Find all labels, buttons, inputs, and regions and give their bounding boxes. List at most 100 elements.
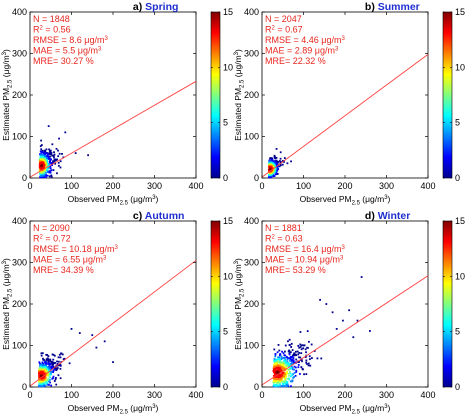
- y-axis-label-sub: 2.5: [240, 288, 246, 297]
- y-axis-label-sub: 2.5: [8, 79, 14, 88]
- x-tick-label: 200: [337, 181, 352, 191]
- scatter-point: [59, 364, 62, 367]
- scatter-point: [281, 159, 284, 162]
- y-tick-label: 0: [254, 173, 259, 183]
- scatter-point: [57, 149, 59, 152]
- scatter-point: [293, 354, 296, 357]
- scatter-point: [282, 368, 284, 371]
- scatter-point: [49, 167, 52, 170]
- y-axis-label-end: ): [1, 258, 11, 261]
- scatter-point: [50, 151, 53, 154]
- regression-line: [29, 260, 197, 387]
- scatter-point: [274, 364, 277, 367]
- y-tick-label: 400: [12, 216, 27, 226]
- scatter-point: [44, 150, 47, 152]
- stat-mae-sup: 3: [103, 256, 107, 262]
- scatter-point: [62, 358, 65, 361]
- scatter-point: [278, 165, 281, 168]
- colorbar-tick-label: 5: [455, 327, 460, 337]
- scatter-point: [282, 373, 285, 376]
- scatter-point: [272, 174, 275, 177]
- scatter-point: [300, 344, 303, 347]
- scatter-point: [48, 379, 51, 381]
- scatter-point: [297, 353, 300, 356]
- scatter-point: [64, 131, 67, 134]
- scatter-point: [53, 368, 56, 371]
- y-axis-label-end: ): [233, 258, 243, 261]
- scatter-point: [58, 152, 61, 155]
- stat-mae: MAE = 5.5 μg/m3: [33, 46, 102, 56]
- scatter-point: [287, 340, 289, 343]
- stat-n: N = 2047: [265, 14, 302, 24]
- scatter-point: [38, 384, 41, 387]
- scatter-point: [288, 350, 291, 353]
- scatter-point: [295, 358, 298, 361]
- y-axis-label-unit: (μg/m: [233, 264, 243, 288]
- scatter-point: [275, 159, 278, 162]
- scatter-point: [285, 372, 287, 375]
- scatter-point: [42, 357, 44, 360]
- scatter-point: [45, 379, 48, 382]
- stat-mae: MAE = 6.55 μg/m3: [33, 255, 107, 265]
- scatter-point: [270, 157, 272, 159]
- y-axis-label-end: ): [233, 49, 243, 52]
- panel-letter: c): [133, 210, 145, 222]
- scatter-point: [275, 170, 278, 173]
- scatter-point: [279, 362, 282, 364]
- scatter-point: [296, 350, 299, 353]
- scatter-point: [49, 151, 52, 154]
- scatter-point: [40, 139, 43, 142]
- scatter-point: [299, 373, 301, 375]
- scatter-point: [43, 380, 46, 383]
- scatter-point: [43, 156, 46, 158]
- scatter-point: [45, 148, 48, 151]
- x-axis-label-unit: (μg/m: [360, 403, 384, 413]
- y-tick-label: 400: [244, 216, 259, 226]
- scatter-point: [47, 125, 50, 128]
- scatter-point: [297, 364, 300, 366]
- scatter-point: [40, 156, 43, 158]
- y-tick-label: 300: [244, 258, 259, 268]
- scatter-point: [281, 373, 284, 376]
- scatter-point: [293, 371, 296, 374]
- scatter-point: [277, 358, 280, 361]
- scatter-point: [44, 160, 47, 163]
- y-tick-label: 200: [12, 299, 27, 309]
- stat-r2-value: = 0.67: [275, 25, 303, 35]
- scatter-point: [335, 328, 338, 330]
- scatter-point: [53, 151, 55, 154]
- scatter-point: [284, 344, 287, 347]
- scatter-point: [276, 173, 279, 175]
- scatter-point: [288, 370, 291, 373]
- x-tick-label: 200: [337, 390, 352, 400]
- scatter-point: [278, 356, 281, 359]
- scatter-point: [284, 354, 287, 357]
- scatter-point: [310, 343, 313, 346]
- panel-name: Spring: [145, 1, 178, 13]
- scatter-point: [42, 364, 44, 367]
- stat-rmse: RMSE = 16.4 μg/m3: [265, 244, 345, 254]
- scatter-point: [286, 358, 289, 361]
- scatter-point: [331, 311, 334, 314]
- scatter-point: [290, 342, 293, 345]
- scatter-point: [50, 371, 52, 374]
- scatter-point: [51, 364, 54, 366]
- scatter-point: [300, 366, 303, 368]
- scatter-point: [276, 381, 279, 384]
- y-axis-label-sup: 3: [234, 51, 240, 55]
- scatter-point: [50, 169, 53, 172]
- panel-letter: d): [365, 210, 378, 222]
- scatter-point: [56, 362, 59, 365]
- x-axis-label-text: Observed PM: [68, 194, 120, 204]
- scatter-point: [46, 154, 49, 157]
- scatter-point: [302, 347, 305, 350]
- scatter-point: [271, 174, 273, 177]
- y-axis-label: Estimated PM2.5 (μg/m3): [1, 49, 14, 141]
- stat-r2-value: = 0.72: [43, 234, 71, 244]
- stat-rmse-text: RMSE = 4.46 μg/m: [265, 35, 341, 45]
- scatter-point: [288, 338, 291, 341]
- y-tick-label: 200: [244, 90, 259, 100]
- scatter-point: [47, 363, 49, 365]
- scatter-point: [275, 367, 278, 369]
